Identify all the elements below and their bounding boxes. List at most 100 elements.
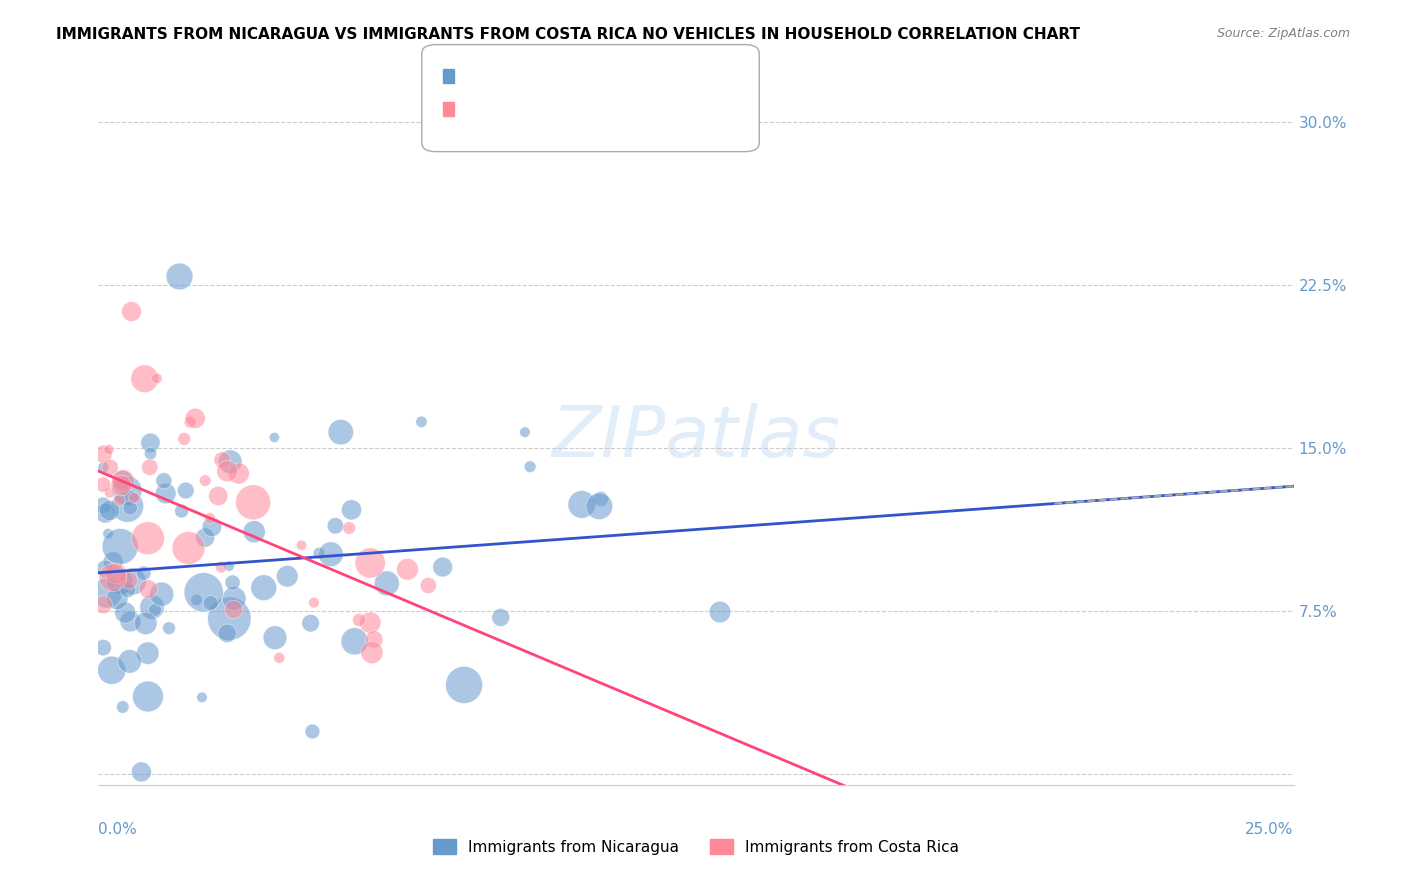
Point [184,411,207,425]
Point [319,547,342,561]
Point [108,574,131,589]
Text: IMMIGRANTS FROM NICARAGUA VS IMMIGRANTS FROM COSTA RICA NO VEHICLES IN HOUSEHOLD: IMMIGRANTS FROM NICARAGUA VS IMMIGRANTS … [56,27,1080,42]
Point [105,591,128,606]
Point [117,499,139,513]
Point [432,560,454,574]
Point [105,566,128,581]
Point [94,506,117,520]
Point [325,518,347,533]
Text: R = -0.447  N = 43: R = -0.447 N = 43 [450,103,614,118]
Point [200,596,222,610]
Point [111,473,134,487]
Point [98,485,121,500]
Point [308,546,330,560]
Point [301,724,323,739]
Point [209,560,232,574]
Point [111,700,134,714]
Point [218,612,240,626]
Point [290,538,312,552]
Point [269,651,291,665]
Point [94,562,117,576]
Point [198,511,221,525]
Point [153,474,176,488]
Point [173,432,195,446]
Point [108,493,131,508]
Point [217,626,239,640]
Point [207,489,229,503]
Point [141,600,163,615]
Point [709,605,731,619]
Text: ZIPatlas: ZIPatlas [551,402,841,472]
Point [571,498,593,512]
Point [120,500,142,515]
Point [217,464,239,478]
Point [122,491,145,505]
Point [91,640,114,655]
Point [139,460,162,475]
Point [98,503,121,517]
Point [139,446,162,460]
Point [194,531,217,545]
Point [136,690,159,704]
Point [194,474,217,488]
Point [118,654,141,668]
Point [121,574,143,589]
Point [253,581,276,595]
Point [132,566,155,581]
Point [588,500,610,514]
Point [136,582,159,596]
Point [228,467,250,481]
Point [201,520,224,534]
Point [302,596,325,610]
Point [340,503,363,517]
Point [101,571,124,585]
Point [101,555,124,569]
Point [91,498,114,512]
Point [110,478,132,492]
Point [359,615,381,630]
Point [186,593,208,607]
Point [263,430,285,444]
Point [91,447,114,461]
Point [191,690,214,705]
Point [139,435,162,450]
Point [136,646,159,660]
Point [157,621,180,635]
Point [96,586,118,600]
Legend: Immigrants from Nicaragua, Immigrants from Costa Rica: Immigrants from Nicaragua, Immigrants fr… [427,832,965,861]
Point [224,591,246,606]
Point [193,585,215,599]
Point [242,495,264,509]
Point [513,425,536,439]
Point [179,415,201,429]
Point [363,632,385,647]
Point [135,616,157,631]
Point [120,615,142,629]
Point [489,610,512,624]
Text: R =  0.352   N = 75: R = 0.352 N = 75 [450,70,623,85]
Point [108,540,131,554]
Point [131,764,153,779]
Point [91,477,114,491]
Point [396,562,419,576]
Point [114,606,136,620]
Point [329,425,352,439]
Point [112,474,135,488]
Point [136,531,159,545]
Point [418,578,440,592]
Text: 25.0%: 25.0% [1246,822,1294,837]
Point [221,575,243,590]
Point [174,483,197,498]
Point [117,582,139,597]
Point [360,645,382,659]
Point [219,455,242,469]
Point [155,486,177,500]
Point [134,372,156,386]
Point [359,556,381,570]
Point [343,634,366,648]
Point [453,678,475,692]
Point [100,663,122,677]
Point [93,460,115,475]
Point [299,616,322,631]
Point [519,459,541,474]
